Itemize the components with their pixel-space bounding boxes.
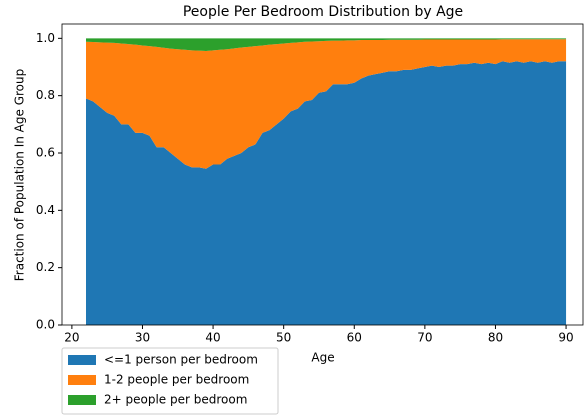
y-axis-label: Fraction of Population In Age Group: [13, 69, 27, 281]
x-tick-label: 90: [558, 331, 573, 345]
area: [86, 61, 567, 326]
area: [86, 39, 567, 169]
legend-box: [61, 347, 279, 415]
legend-swatch: [68, 375, 96, 385]
plot-frame: [61, 23, 584, 326]
legend-label: 1-2 people per bedroom: [104, 373, 249, 387]
legend-swatch: [68, 395, 96, 405]
legend-label: <=1 person per bedroom: [104, 353, 258, 367]
y-tick-label: 0.8: [36, 88, 55, 102]
y-tick-label: 0.0: [36, 318, 55, 332]
y-tick-label: 1.0: [36, 31, 55, 45]
x-tick-label: 20: [64, 331, 79, 345]
x-tick-label: 40: [205, 331, 220, 345]
y-tick-label: 0.2: [36, 260, 55, 274]
legend-label: 2+ people per bedroom: [104, 393, 247, 407]
x-tick-label: 50: [276, 331, 291, 345]
x-axis-label: Age: [311, 351, 334, 365]
x-tick-label: 30: [135, 331, 150, 345]
legend-swatch: [68, 355, 96, 365]
y-tick-label: 0.6: [36, 146, 55, 160]
chart-title: People Per Bedroom Distribution by Age: [183, 4, 463, 20]
x-tick-label: 70: [417, 331, 432, 345]
x-tick-label: 60: [347, 331, 362, 345]
area: [86, 38, 567, 51]
x-tick-label: 80: [488, 331, 503, 345]
y-tick-label: 0.4: [36, 203, 55, 217]
